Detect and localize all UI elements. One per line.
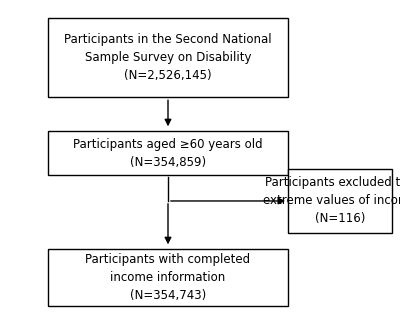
FancyBboxPatch shape bbox=[48, 18, 288, 97]
FancyBboxPatch shape bbox=[288, 169, 392, 233]
Text: Participants with completed
income information
(N=354,743): Participants with completed income infor… bbox=[86, 253, 250, 302]
Text: Participants excluded the
extreme values of income
(N=116): Participants excluded the extreme values… bbox=[263, 176, 400, 226]
Text: Participants aged ≥60 years old
(N=354,859): Participants aged ≥60 years old (N=354,8… bbox=[73, 137, 263, 169]
FancyBboxPatch shape bbox=[48, 131, 288, 175]
Text: Participants in the Second National
Sample Survey on Disability
(N=2,526,145): Participants in the Second National Samp… bbox=[64, 33, 272, 82]
FancyBboxPatch shape bbox=[48, 249, 288, 306]
